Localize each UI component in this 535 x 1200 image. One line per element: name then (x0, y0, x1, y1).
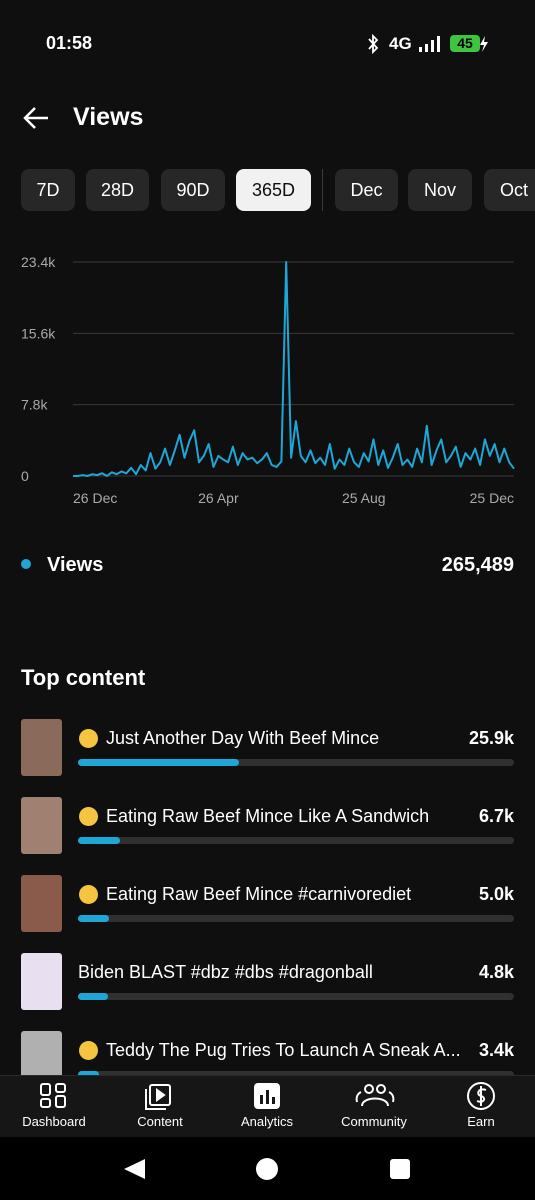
x-tick-label: 25 Dec (470, 490, 514, 506)
section-title: Top content (21, 665, 146, 690)
content-title[interactable]: Eating Raw Beef Mince #carnivorediet (106, 884, 412, 904)
back-button[interactable] (22, 105, 50, 131)
content-views: 6.7k (478, 806, 514, 826)
x-tick-label: 26 Apr (198, 490, 239, 506)
x-tick-label: 25 Aug (342, 490, 386, 506)
bar-track (78, 837, 514, 844)
legend-dot (21, 559, 31, 569)
content-title[interactable]: Just Another Day With Beef Mince (106, 728, 380, 748)
views-total: 265,489 (441, 554, 514, 576)
thumbnail[interactable] (21, 875, 62, 932)
nav-label[interactable]: Dashboard (22, 1114, 86, 1129)
emoji (79, 729, 98, 748)
bar-track (78, 915, 514, 922)
views-bar (78, 915, 110, 922)
chip-divider (322, 169, 323, 211)
views-chart: 0 7.8k 15.6k 23.4k 26 Dec 26 Apr 25 Aug 25 Dec (21, 254, 515, 506)
y-tick-label: 23.4k (21, 254, 56, 270)
range-chip[interactable]: 90D (161, 169, 225, 211)
bar-track (78, 993, 514, 1000)
views-line (73, 261, 515, 477)
bluetooth-icon (368, 34, 379, 54)
signal-icon (419, 36, 440, 52)
nav-icons (40, 1082, 495, 1110)
system-recents[interactable] (390, 1159, 410, 1179)
battery-level: 45 (450, 35, 480, 52)
content-title[interactable]: Biden BLAST #dbz #dbs #dragonball (78, 962, 373, 982)
emoji (79, 1041, 98, 1060)
range-chip[interactable]: Oct (484, 169, 535, 211)
y-tick-label: 0 (21, 468, 29, 484)
thumbnail[interactable] (21, 953, 62, 1010)
network-type: 4G (389, 34, 412, 53)
nav-label[interactable]: Content (137, 1114, 183, 1129)
content-views: 4.8k (478, 962, 514, 982)
views-bar (78, 837, 120, 844)
system-back[interactable] (124, 1159, 145, 1179)
status-time: 01:58 (46, 33, 93, 53)
system-home[interactable] (256, 1158, 278, 1180)
content-views: 25.9k (468, 728, 514, 748)
nav-label[interactable]: Community (341, 1114, 407, 1129)
content-title[interactable]: Teddy The Pug Tries To Launch A Sneak A.… (106, 1040, 461, 1060)
system-nav-buttons (124, 1158, 410, 1180)
thumbnail[interactable] (21, 797, 62, 854)
page-title: Views (73, 103, 144, 131)
bar-track (78, 759, 514, 766)
range-chip[interactable]: Dec (335, 169, 398, 211)
charging-icon (480, 36, 488, 52)
y-tick-label: 15.6k (21, 325, 56, 341)
views-bar (78, 993, 108, 1000)
range-chip[interactable]: 365D (236, 169, 311, 211)
nav-label[interactable]: Earn (467, 1114, 495, 1129)
legend-label: Views (47, 554, 104, 576)
bar-track (78, 1071, 514, 1078)
views-bar (78, 1071, 100, 1078)
x-tick-label: 26 Dec (73, 490, 117, 506)
thumbnail[interactable] (21, 719, 62, 776)
y-tick-label: 7.8k (21, 397, 48, 413)
content-title[interactable]: Eating Raw Beef Mince Like A Sandwich (106, 806, 430, 826)
range-chip[interactable]: 28D (86, 169, 149, 211)
content-views: 5.0k (478, 884, 514, 904)
nav-label[interactable]: Analytics (240, 1114, 294, 1129)
views-bar (78, 759, 240, 766)
emoji (79, 885, 98, 904)
content-views: 3.4k (478, 1040, 514, 1060)
emoji (79, 807, 98, 826)
range-chip[interactable]: 7D (21, 169, 75, 211)
range-chip[interactable]: Nov (408, 169, 472, 211)
